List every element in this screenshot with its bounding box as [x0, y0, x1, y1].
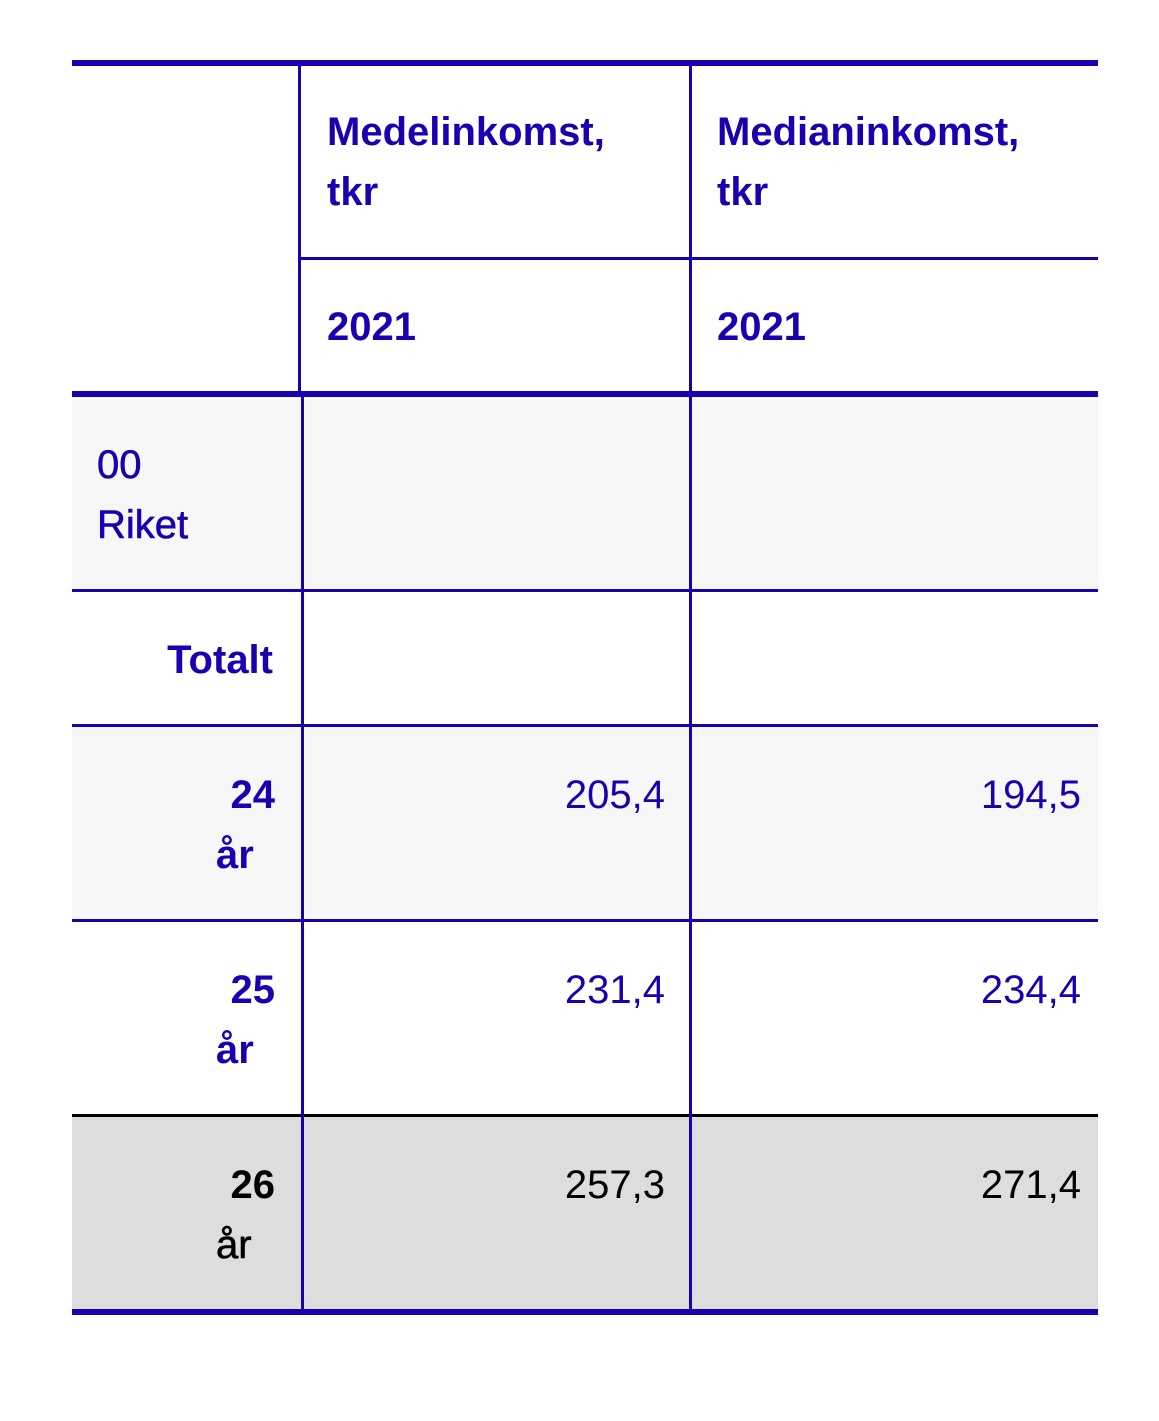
- year-header-mean: 2021: [327, 305, 416, 349]
- header-text: Medelinkomst,: [327, 110, 605, 154]
- header-divider: [299, 257, 1098, 260]
- age-unit: år: [216, 1223, 252, 1268]
- row-label-24: 24 år: [72, 765, 275, 885]
- row-26-bg: [72, 1115, 1098, 1310]
- age-value: 26: [230, 1163, 276, 1207]
- age-unit: år: [216, 1028, 254, 1072]
- row-divider: [72, 919, 1098, 922]
- mean-25: 231,4: [564, 968, 665, 1012]
- age-unit: år: [216, 833, 254, 877]
- median-24: 194,5: [980, 773, 1081, 817]
- median-26: 271,4: [980, 1163, 1081, 1207]
- region-code: 00: [97, 443, 142, 488]
- mean-26: 257,3: [564, 1163, 665, 1207]
- median-25: 234,4: [980, 968, 1081, 1012]
- row-divider: [72, 589, 1098, 592]
- header-bottom-border: [72, 391, 1098, 397]
- header-text: Medianinkomst,: [717, 110, 1020, 154]
- region-label: 00 Riket: [97, 435, 189, 555]
- header-text: tkr: [717, 170, 769, 214]
- column-header-mean: Medelinkomst, tkr: [327, 102, 605, 222]
- header-text: tkr: [327, 170, 379, 214]
- column-header-median: Medianinkomst, tkr: [717, 102, 1019, 222]
- mean-24: 205,4: [564, 773, 665, 817]
- row-region-bg: [72, 397, 1098, 590]
- row-label-25: 25 år: [72, 960, 275, 1080]
- column-divider: [298, 66, 301, 391]
- age-value: 25: [230, 968, 276, 1012]
- group-label: Totalt: [167, 638, 273, 682]
- column-divider: [301, 397, 304, 1309]
- region-name: Riket: [97, 503, 189, 548]
- row-divider-highlight: [72, 1114, 1098, 1117]
- age-value: 24: [230, 773, 276, 817]
- table-bottom-border: [72, 1309, 1098, 1315]
- row-divider: [72, 724, 1098, 727]
- column-divider: [689, 66, 692, 1309]
- year-header-median: 2021: [717, 305, 806, 349]
- row-label-26: 26 år: [72, 1155, 275, 1275]
- row-24-bg: [72, 725, 1098, 920]
- table-top-border: [72, 60, 1098, 66]
